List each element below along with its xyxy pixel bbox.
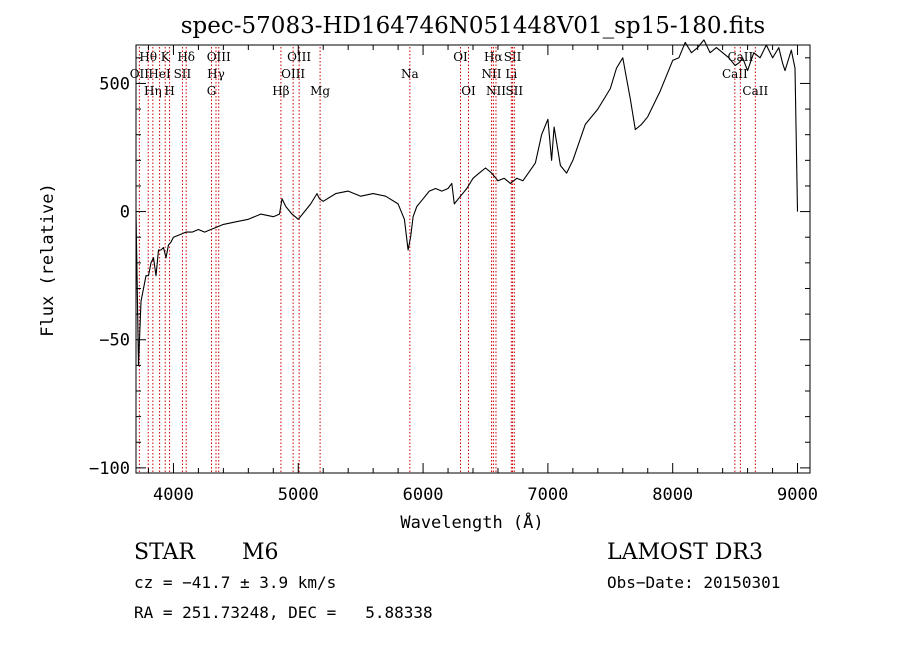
line-marker-label: K [161, 50, 171, 64]
line-marker-label: HeI [148, 67, 171, 81]
line-marker-label: G [207, 84, 217, 98]
y-axis-label: Flux (relative) [38, 183, 58, 337]
y-tick-label: 500 [99, 74, 130, 94]
line-marker-label: CaII [722, 67, 748, 81]
x-tick-label: 4000 [153, 485, 194, 505]
line-marker-label: OI [453, 50, 468, 64]
line-marker-label: CaII [742, 84, 768, 98]
line-marker-label: OIII [287, 50, 311, 64]
coordinates: RA = 251.73248, DEC = 5.88338 [134, 603, 433, 622]
line-marker-label: Na [401, 67, 419, 81]
line-marker-label: Hη [144, 84, 162, 98]
line-marker-label: SII [504, 50, 522, 64]
axes: 4000 5000 6000 7000 8000 9000 −100 −50 0 500 [89, 44, 818, 505]
plot-area [135, 39, 799, 366]
line-marker-label: OIII [207, 50, 231, 64]
line-markers: HθOIIHηHeIKHSIIHδGHγOIIIHβOIIIOIIIMgNaOI… [130, 47, 768, 473]
x-tick-label: 9000 [777, 485, 818, 505]
y-tick-label: −50 [99, 331, 130, 351]
y-tick-label: 0 [120, 203, 130, 223]
chart-title: spec-57083-HD164746N051448V01_sp15-180.f… [181, 13, 766, 39]
x-axis-label: Wavelength (Å) [400, 511, 543, 533]
line-marker-label: NII [481, 67, 501, 81]
line-marker-label: Hδ [177, 50, 195, 64]
line-marker-label: CaII [727, 50, 753, 64]
line-marker-label: Hθ [139, 50, 157, 64]
line-marker-label: SII [174, 67, 192, 81]
line-marker-label: SII [505, 84, 523, 98]
observation-date: Obs−Date: 20150301 [607, 573, 781, 592]
redshift-value: cz = −41.7 ± 3.9 km/s [134, 573, 337, 592]
x-tick-label: 5000 [278, 485, 319, 505]
line-marker-label: Hα [484, 50, 503, 64]
y-tick-label: −100 [89, 459, 130, 479]
survey-name: LAMOST DR3 [607, 540, 763, 565]
line-marker-label: Hβ [272, 84, 289, 98]
line-marker-label: NII [486, 84, 506, 98]
line-marker-label: OI [461, 84, 476, 98]
line-marker-label: Mg [310, 84, 330, 98]
line-marker-label: Hγ [207, 67, 225, 81]
object-class: STAR [134, 540, 195, 565]
plot-frame [135, 44, 811, 474]
x-tick-label: 8000 [652, 485, 693, 505]
object-subclass: M6 [242, 540, 279, 565]
line-marker-label: H [164, 84, 174, 98]
spectrum-line [135, 39, 799, 366]
line-marker-label: OII [130, 67, 150, 81]
line-marker-label: Li [505, 67, 517, 81]
line-marker-label: OIII [281, 67, 305, 81]
x-tick-label: 6000 [403, 485, 444, 505]
x-tick-label: 7000 [527, 485, 568, 505]
